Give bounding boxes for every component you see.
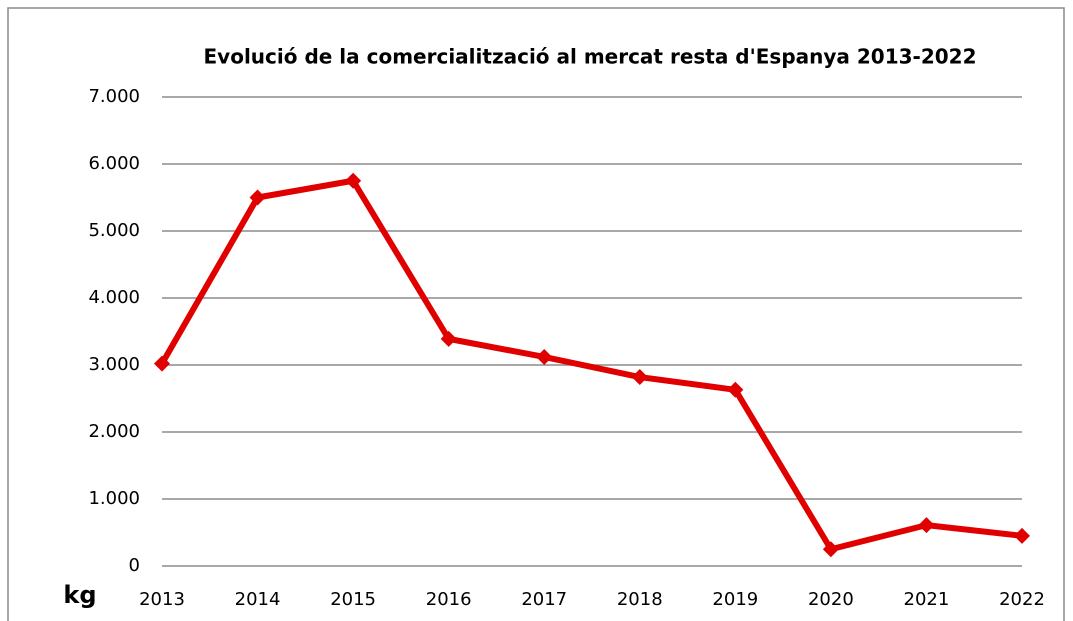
data-point [1014, 527, 1030, 544]
chart-title: Evolució de la comercialització al merca… [204, 45, 977, 69]
x-tick-label: 2015 [330, 589, 376, 610]
x-tick-label: 2020 [808, 589, 854, 610]
y-tick-label: 6.000 [88, 153, 140, 174]
chart-frame [7, 7, 1065, 621]
y-tick-label: 1.000 [88, 488, 140, 509]
data-point [440, 330, 457, 347]
x-tick-label: 2022 [999, 589, 1045, 610]
y-tick-label: 3.000 [88, 354, 140, 375]
data-point [822, 541, 839, 558]
data-point [154, 355, 170, 372]
data-line [159, 177, 1023, 553]
x-tick-label: 2016 [426, 589, 472, 610]
data-point [345, 172, 362, 189]
y-tick-label: 7.000 [88, 86, 140, 107]
y-tick-label: 5.000 [88, 220, 140, 241]
data-point [727, 381, 744, 398]
data-point [631, 369, 648, 386]
x-tick-label: 2021 [904, 589, 950, 610]
y-tick-label: 0 [129, 555, 140, 576]
y-axis-label: kg [63, 581, 96, 609]
x-tick-label: 2014 [235, 589, 281, 610]
x-tick-label: 2013 [139, 589, 185, 610]
data-point [918, 517, 935, 534]
x-tick-label: 2019 [712, 589, 758, 610]
data-point [536, 348, 553, 365]
y-tick-label: 4.000 [88, 287, 140, 308]
y-tick-label: 2.000 [88, 421, 140, 442]
data-point [249, 189, 266, 206]
x-tick-label: 2017 [521, 589, 567, 610]
x-tick-label: 2018 [617, 589, 663, 610]
